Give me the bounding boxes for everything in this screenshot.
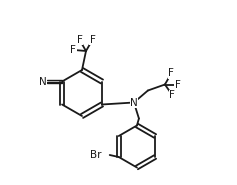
Text: F: F — [169, 90, 175, 100]
Text: F: F — [169, 68, 174, 78]
Text: F: F — [175, 80, 181, 90]
Text: F: F — [90, 35, 96, 45]
Text: N: N — [39, 77, 47, 87]
Text: N: N — [130, 97, 138, 107]
Text: F: F — [70, 45, 76, 55]
Text: F: F — [77, 35, 82, 45]
Text: Br: Br — [90, 150, 102, 160]
